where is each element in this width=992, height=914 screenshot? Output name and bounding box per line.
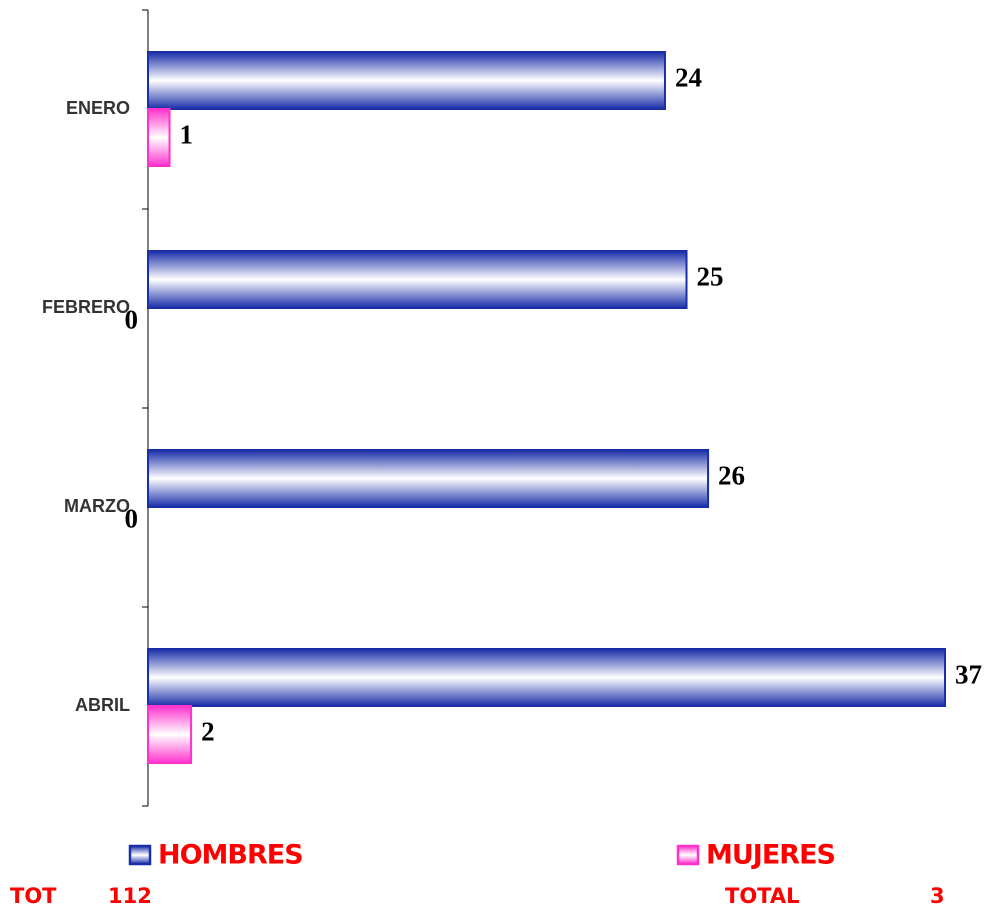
bar (147, 449, 710, 508)
data-label: 37 (955, 660, 982, 690)
bar (147, 51, 666, 110)
data-label: 25 (697, 262, 724, 292)
annotation: 112 (108, 884, 152, 908)
data-label: 0 (125, 305, 139, 335)
category-label: ABRIL (75, 695, 130, 715)
annotation: TOTAL (725, 884, 800, 908)
annotation: TOT (10, 884, 57, 908)
legend-label: MUJERES (706, 840, 835, 871)
data-label: 1 (180, 120, 194, 150)
data-label: 2 (201, 717, 215, 747)
category-label: FEBRERO (42, 297, 130, 317)
data-label: 0 (125, 504, 139, 534)
legend-label: HOMBRES (158, 840, 303, 871)
data-label: 26 (718, 461, 745, 491)
bar (147, 648, 946, 707)
annotation: 3 (930, 884, 945, 908)
bar (147, 108, 171, 167)
legend-swatch (128, 844, 152, 866)
bar (147, 705, 193, 764)
bar (147, 250, 688, 309)
category-label: MARZO (64, 496, 130, 516)
data-label: 24 (675, 63, 702, 93)
category-label: ENERO (66, 98, 130, 118)
legend-swatch (676, 844, 700, 866)
